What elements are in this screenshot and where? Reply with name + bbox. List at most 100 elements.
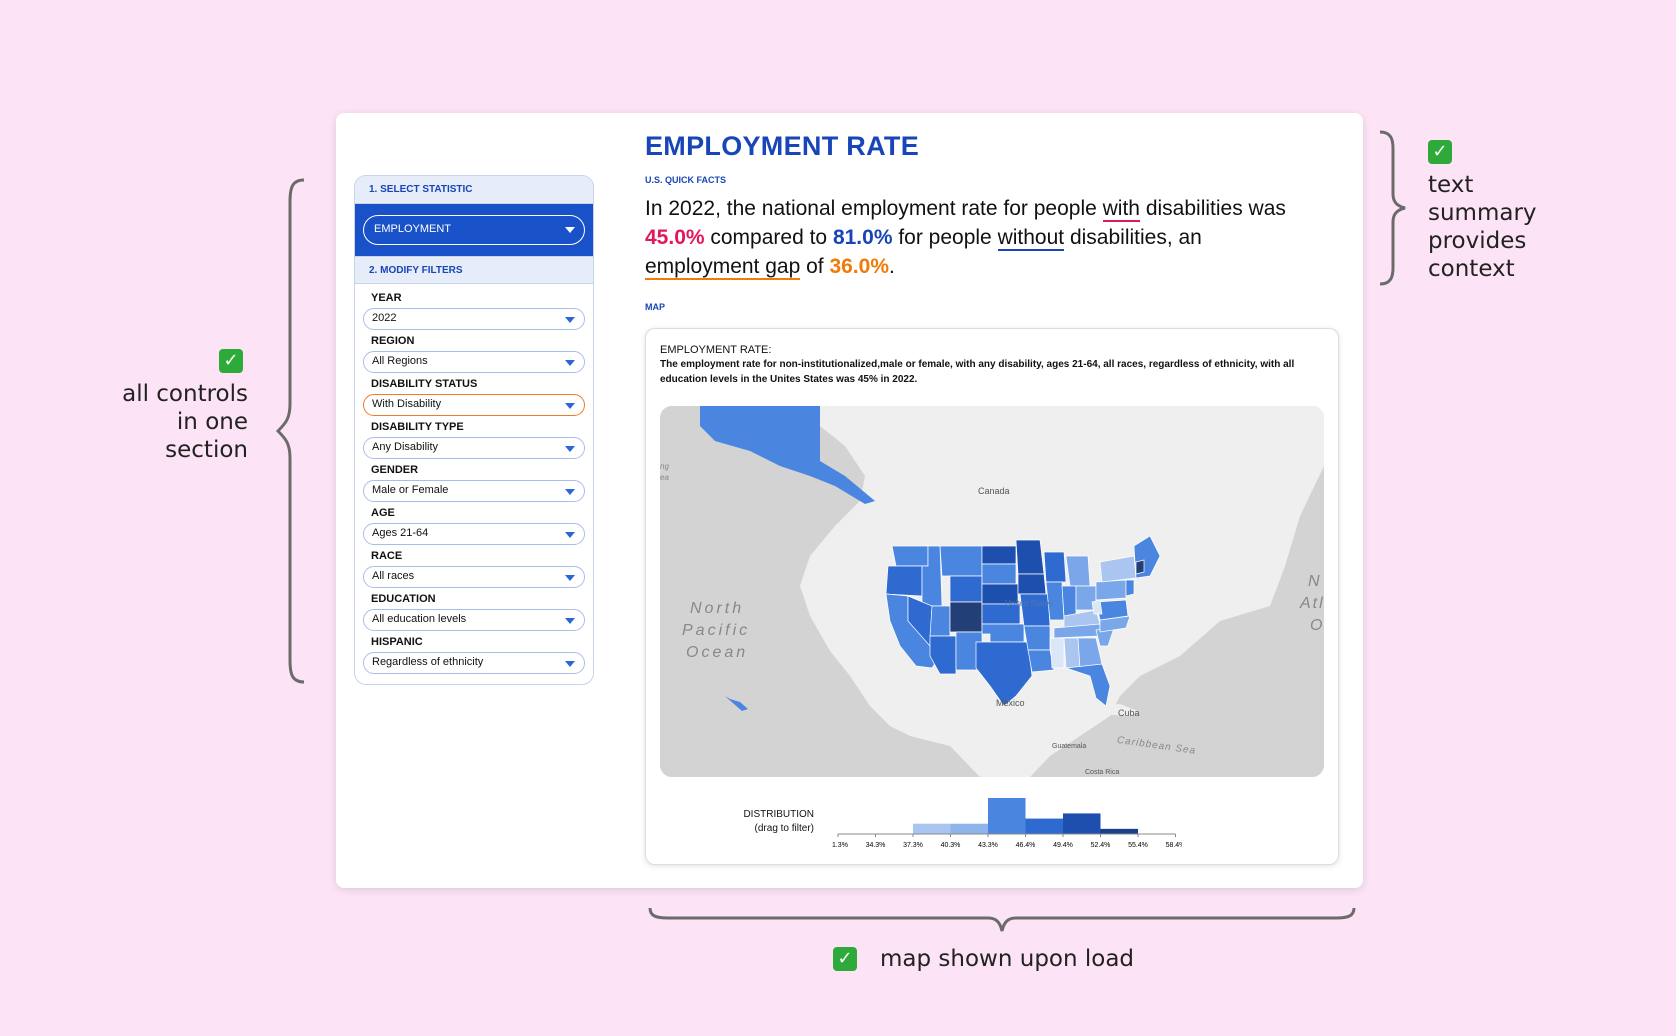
state-fl[interactable] xyxy=(1065,663,1111,707)
left-annotation-line: section xyxy=(165,437,248,463)
chevron-down-icon xyxy=(565,618,575,624)
map-header-title: EMPLOYMENT RATE: xyxy=(660,344,772,356)
filter-label-region: REGION xyxy=(371,335,415,347)
state-mi[interactable] xyxy=(1065,555,1091,587)
state-wi[interactable] xyxy=(1043,551,1067,583)
label-atlantic-3: O xyxy=(1310,617,1322,634)
region-select[interactable]: All Regions xyxy=(363,351,585,373)
race-select[interactable]: All races xyxy=(363,566,585,588)
state-az[interactable] xyxy=(929,635,957,675)
summary-text: disabilities, an xyxy=(1064,226,1202,249)
state-mn[interactable] xyxy=(1015,539,1045,575)
chevron-down-icon xyxy=(565,661,575,667)
state-sd[interactable] xyxy=(981,563,1017,585)
text-summary: In 2022, the national employment rate fo… xyxy=(645,194,1305,281)
state-co[interactable] xyxy=(949,601,983,633)
summary-without: without xyxy=(997,226,1065,251)
state-wv[interactable] xyxy=(1091,599,1103,615)
histogram-tick-label: 46.4% xyxy=(1016,842,1036,849)
age-select[interactable]: Ages 21-64 xyxy=(363,523,585,545)
chevron-down-icon xyxy=(565,532,575,538)
histogram-bar[interactable] xyxy=(950,823,989,834)
state-wy[interactable] xyxy=(949,575,983,603)
label-atlantic-1: N xyxy=(1308,573,1320,590)
state-ia[interactable] xyxy=(1017,573,1047,595)
filter-label-disability-status: DISABILITY STATUS xyxy=(371,378,478,390)
state-or[interactable] xyxy=(885,565,923,597)
state-ut[interactable] xyxy=(929,605,951,637)
right-annotation-line: summary xyxy=(1428,200,1537,226)
map-header-text: The employment rate for non-institutiona… xyxy=(660,359,1295,385)
bottom-bracket xyxy=(648,907,1356,932)
histogram-bar[interactable] xyxy=(988,798,1026,834)
distribution-label: DISTRIBUTION (drag to filter) xyxy=(742,808,814,836)
bottom-annotation: map shown upon load xyxy=(880,946,1135,972)
hawaii xyxy=(725,696,748,711)
disability-type-value: Any Disability xyxy=(372,441,439,453)
year-select[interactable]: 2022 xyxy=(363,308,585,330)
alaska xyxy=(700,406,875,504)
summary-text: . xyxy=(889,255,895,278)
filter-panel: 1. SELECT STATISTIC EMPLOYMENT 2. MODIFY… xyxy=(354,175,594,685)
histogram-tick-label: 58.4% xyxy=(1166,842,1182,849)
alaska-islands xyxy=(700,468,740,484)
cuba-land xyxy=(1080,704,1140,716)
state-mt[interactable] xyxy=(939,545,983,577)
right-annotation: text summary provides context xyxy=(1428,171,1537,283)
hispanic-select[interactable]: Regardless of ethnicity xyxy=(363,652,585,674)
gender-value: Male or Female xyxy=(372,484,449,496)
distribution-hint: (drag to filter) xyxy=(754,823,814,834)
histogram-tick-label: 49.4% xyxy=(1053,842,1073,849)
map-svg[interactable]: Canada United States Mexico Cuba Guatema… xyxy=(660,406,1324,777)
label-united-states: United States xyxy=(1005,599,1053,608)
histogram-bar[interactable] xyxy=(1063,813,1101,834)
hispanic-value: Regardless of ethnicity xyxy=(372,656,484,668)
label-north-pacific-3: Ocean xyxy=(686,644,748,661)
label-canada: Canada xyxy=(978,486,1010,496)
gender-select[interactable]: Male or Female xyxy=(363,480,585,502)
state-nd[interactable] xyxy=(981,545,1017,565)
chevron-down-icon xyxy=(565,446,575,452)
label-atlantic-2: Atl xyxy=(1299,595,1324,612)
choropleth-map[interactable]: Canada United States Mexico Cuba Guatema… xyxy=(660,406,1324,777)
label-edge-2: ea xyxy=(660,473,669,482)
education-select[interactable]: All education levels xyxy=(363,609,585,631)
filters-list: YEAR 2022 REGION All Regions DISABILITY … xyxy=(355,284,593,674)
statistic-box: EMPLOYMENT xyxy=(355,204,593,256)
label-north-pacific-1: North xyxy=(690,600,744,617)
state-al[interactable] xyxy=(1063,637,1081,669)
right-bracket xyxy=(1379,130,1406,286)
state-vt[interactable] xyxy=(1135,559,1145,575)
summary-text: of xyxy=(800,255,830,278)
chevron-down-icon xyxy=(565,227,575,233)
right-annotation-line: context xyxy=(1428,256,1515,282)
disability-status-value: With Disability xyxy=(372,398,442,410)
summary-text: In 2022, the national employment rate fo… xyxy=(645,197,1103,220)
disability-status-select[interactable]: With Disability xyxy=(363,394,585,416)
rate-with-disability: 45.0% xyxy=(645,226,705,249)
histogram-tick-label: 43.3% xyxy=(978,842,998,849)
histogram-bar[interactable] xyxy=(913,823,951,834)
left-annotation-line: all controls xyxy=(122,381,248,407)
statistic-value: EMPLOYMENT xyxy=(374,223,452,235)
distribution-histogram[interactable]: 31.3% 34.3% 37.3% 40.3% 43.3% 46.4% 49.4% 52.4%… xyxy=(832,792,1182,852)
histogram-bar[interactable] xyxy=(1025,818,1064,834)
state-nj[interactable] xyxy=(1125,579,1135,597)
right-annotation-line: provides xyxy=(1428,228,1527,254)
state-ms[interactable] xyxy=(1049,637,1065,669)
label-north-pacific-2: Pacific xyxy=(682,622,750,639)
histogram-tick-label: 55.4% xyxy=(1128,842,1148,849)
state-la[interactable] xyxy=(1027,649,1055,673)
chevron-down-icon xyxy=(565,360,575,366)
map-label: MAP xyxy=(645,302,665,312)
state-in[interactable] xyxy=(1061,585,1077,617)
statistic-select[interactable]: EMPLOYMENT xyxy=(363,215,585,245)
right-annotation-line: text xyxy=(1428,172,1474,198)
us-states[interactable] xyxy=(885,535,1161,707)
state-wa[interactable] xyxy=(891,545,929,567)
histogram-bar[interactable] xyxy=(1100,828,1139,834)
disability-type-select[interactable]: Any Disability xyxy=(363,437,585,459)
state-pa[interactable] xyxy=(1095,579,1127,601)
state-ar[interactable] xyxy=(1023,625,1051,651)
label-cuba: Cuba xyxy=(1118,708,1140,718)
